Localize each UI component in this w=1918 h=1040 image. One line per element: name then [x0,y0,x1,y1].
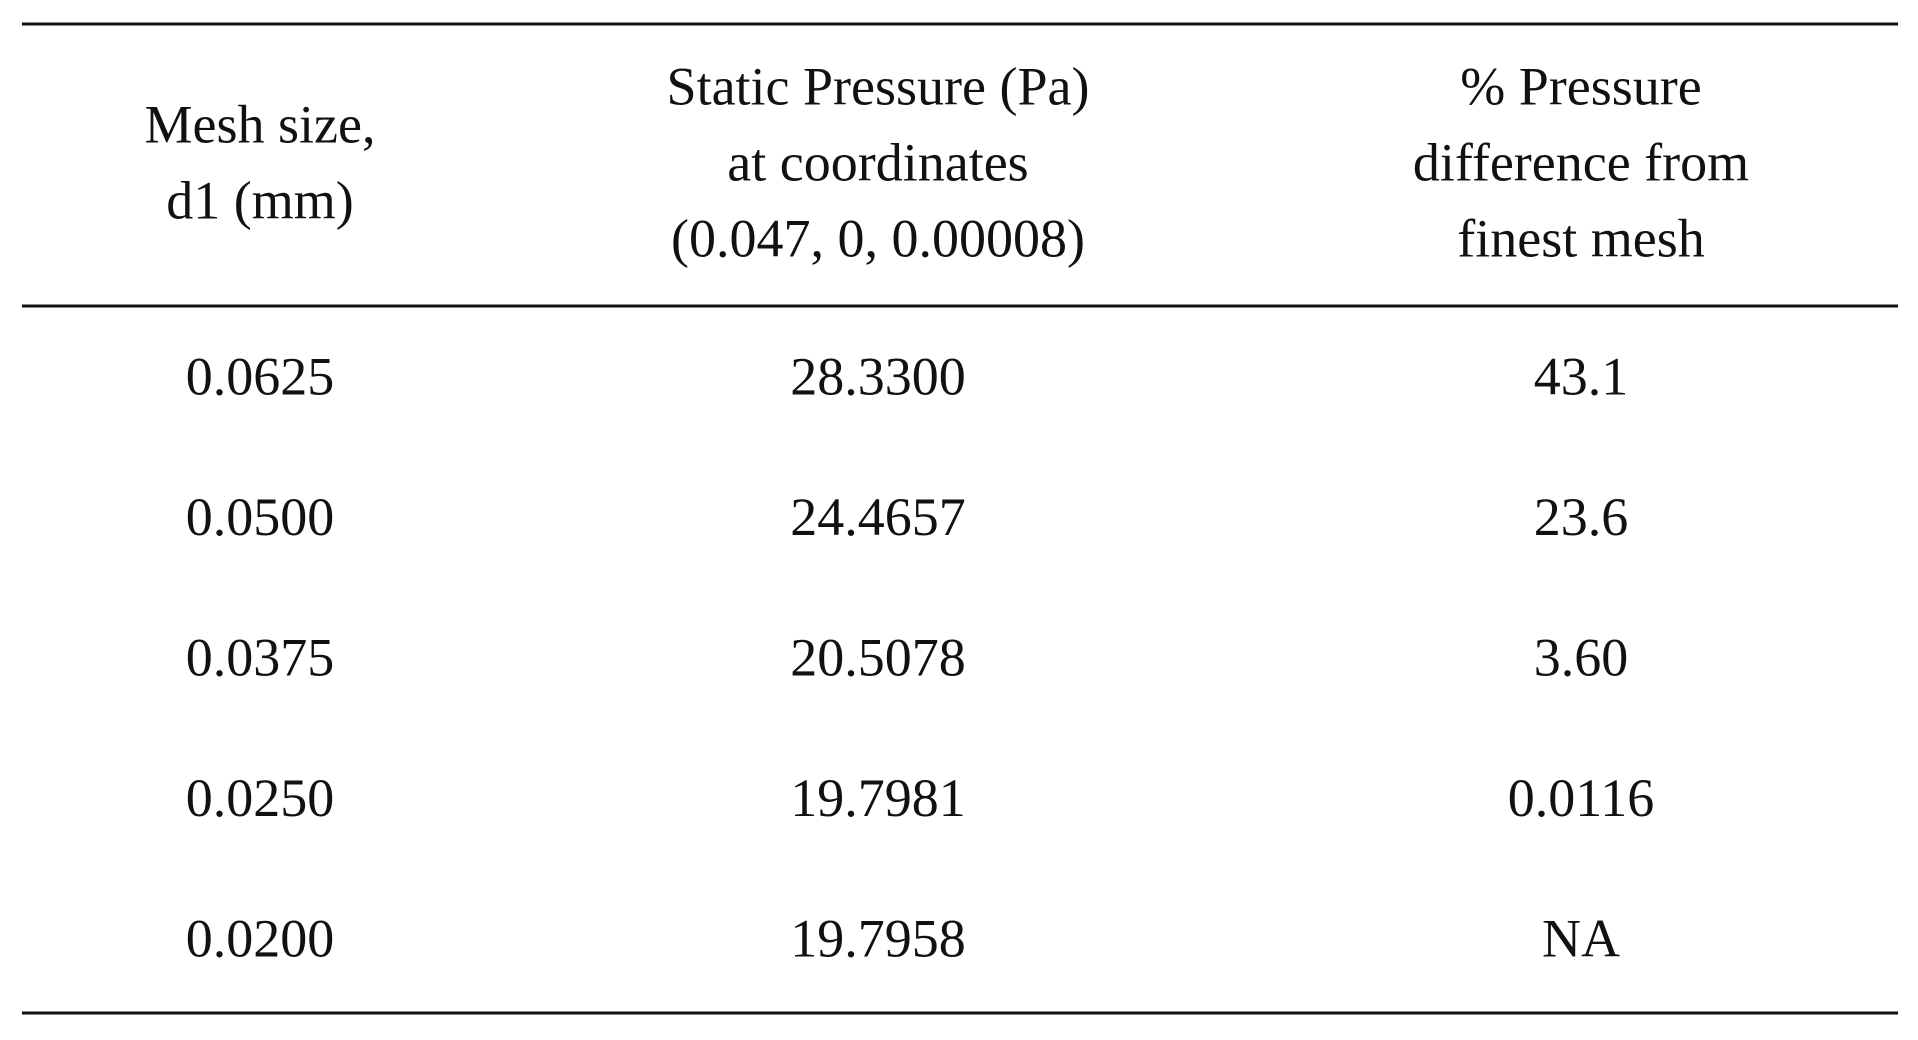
cell: 24.4657 [790,487,966,547]
header-cell: finest mesh [1457,208,1704,268]
cell: 43.1 [1534,346,1629,406]
cell: 0.0200 [186,908,335,968]
cell: 3.60 [1534,627,1629,687]
header-cell: difference from [1413,132,1749,192]
cell: 19.7958 [790,908,966,968]
cell: 0.0625 [186,346,335,406]
header-cell: Mesh size, [145,94,376,154]
cell: 0.0250 [186,768,335,828]
cell: 0.0116 [1508,768,1655,828]
header-cell: % Pressure [1460,56,1701,116]
cell: 19.7981 [790,768,966,828]
header-cell: (0.047, 0, 0.00008) [671,208,1085,268]
cell: 0.0375 [186,627,335,687]
cell: NA [1542,908,1620,968]
header-cell: d1 (mm) [166,170,353,230]
header-cell: Static Pressure (Pa) [667,56,1090,116]
cell: 20.5078 [790,627,966,687]
header-cell: at coordinates [727,132,1028,192]
cell: 0.0500 [186,487,335,547]
cell: 28.3300 [790,346,966,406]
cell: 23.6 [1534,487,1629,547]
